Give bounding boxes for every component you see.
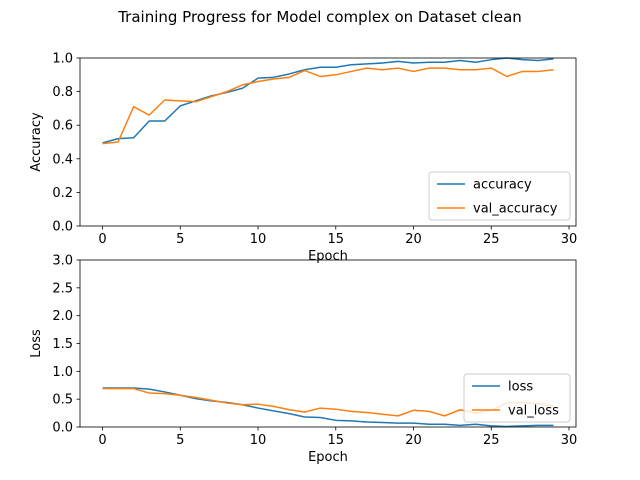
y-tick-label: 2.5 xyxy=(52,281,73,296)
series-line-val-accuracy xyxy=(102,67,554,145)
y-tick-label: 3.0 xyxy=(52,254,73,269)
x-tick-label: 25 xyxy=(483,232,500,247)
y-tick-label: 0.0 xyxy=(52,421,73,436)
figure-title: Training Progress for Model complex on D… xyxy=(117,8,522,26)
y-tick-label: 0.4 xyxy=(52,152,73,167)
x-axis-label: Epoch xyxy=(308,450,348,465)
series-line-accuracy xyxy=(102,57,554,144)
y-axis-label: Loss xyxy=(29,329,44,358)
legend-label-val-loss: val_loss xyxy=(508,404,559,419)
y-axis-label: Accuracy xyxy=(29,112,44,172)
legend: accuracy val_accuracy xyxy=(428,171,571,221)
legend-label-val-accuracy: val_accuracy xyxy=(473,202,558,217)
x-tick-label: 25 xyxy=(483,433,500,448)
x-tick-label: 20 xyxy=(405,232,422,247)
x-tick-label: 5 xyxy=(176,433,184,448)
x-axis-label: Epoch xyxy=(308,249,348,264)
axes-frame xyxy=(79,57,577,227)
y-tick-label: 0.2 xyxy=(52,186,73,201)
legend-label-accuracy: accuracy xyxy=(473,178,532,193)
x-tick-label: 15 xyxy=(328,433,345,448)
x-tick-label: 0 xyxy=(98,433,106,448)
y-tick-label: 0.5 xyxy=(52,393,73,408)
x-tick-label: 30 xyxy=(561,232,578,247)
x-tick-label: 5 xyxy=(176,232,184,247)
x-tick-label: 10 xyxy=(250,232,267,247)
x-tick-label: 20 xyxy=(405,433,422,448)
x-tick-label: 10 xyxy=(250,433,267,448)
chart-panel-1: 0 5 10 15 20 25 30 0.0 0.2 0.4 0.6 0.8 1.0 Epoch Accur… xyxy=(29,52,577,265)
y-tick-label: 1.0 xyxy=(52,365,73,380)
y-tick-label: 1.5 xyxy=(52,337,73,352)
y-tick-label: 2.0 xyxy=(52,309,73,324)
y-tick-label: 1.0 xyxy=(52,52,73,67)
chart-panel-2: 0 5 10 15 20 25 30 0.0 0.5 1.0 1.5 2.0 2.5 3.0 Epoch Lo… xyxy=(29,254,577,466)
legend-label-loss: loss xyxy=(508,380,533,395)
y-tick-label: 0.0 xyxy=(52,220,73,235)
x-tick-label: 30 xyxy=(561,433,578,448)
y-tick-label: 0.8 xyxy=(52,85,73,100)
y-tick-label: 0.6 xyxy=(52,119,73,134)
legend: loss val_loss xyxy=(463,373,571,423)
x-tick-label: 0 xyxy=(98,232,106,247)
x-tick-label: 15 xyxy=(328,232,345,247)
